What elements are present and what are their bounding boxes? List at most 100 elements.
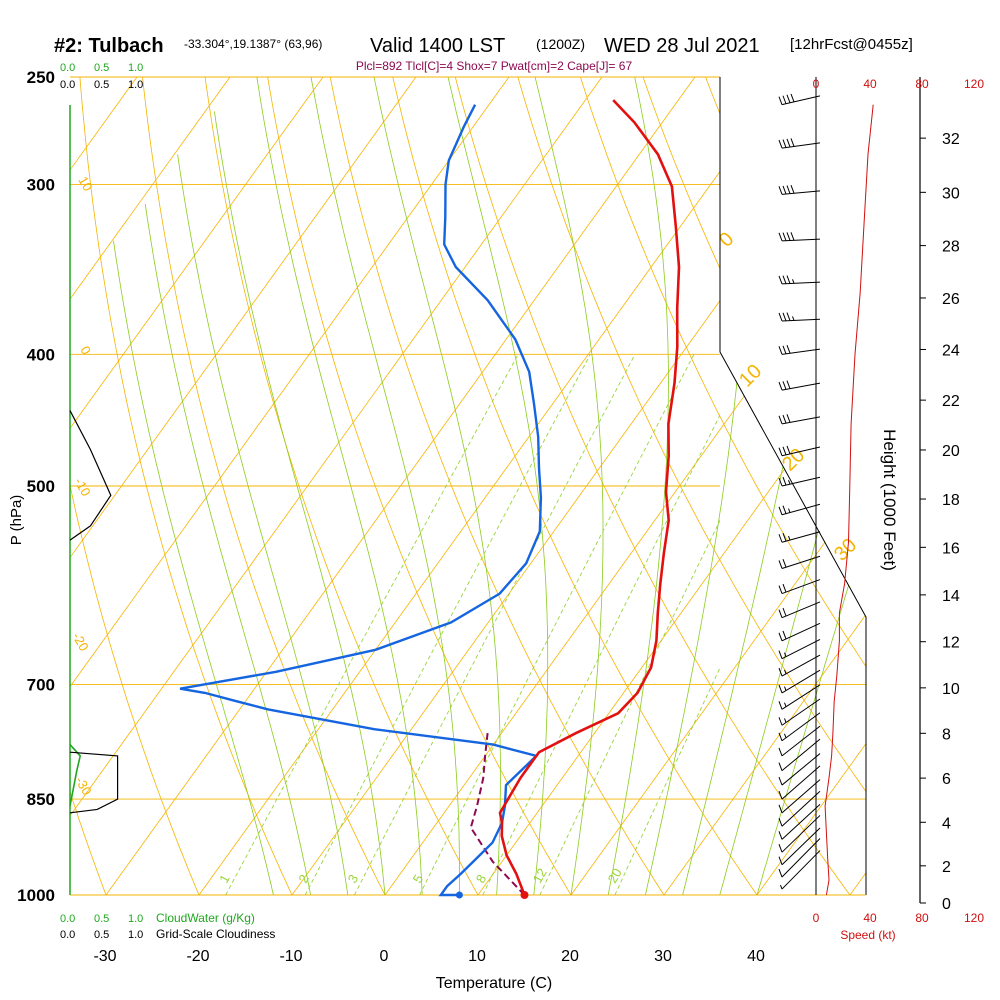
wind-barb-staff	[781, 622, 821, 642]
temperature-tick-label: -20	[186, 948, 209, 965]
wind-barb	[778, 503, 821, 516]
isotherm-line	[477, 77, 866, 895]
wind-barb-flag	[782, 414, 787, 424]
mixing-ratio-line	[225, 354, 519, 895]
station-coords: -33.304°,19.1387° (63,96)	[184, 37, 322, 51]
wind-barb-flag	[778, 747, 783, 757]
pressure-tick-label: 1000	[17, 886, 55, 905]
wind-barb-flag	[786, 185, 791, 194]
wind-barb-staff	[781, 725, 821, 757]
wind-barb-half	[792, 316, 795, 321]
wind-barb-flag	[778, 346, 783, 355]
y-axis-label: P (hPa)	[8, 495, 25, 546]
pressure-tick-label: 300	[27, 176, 55, 195]
wind-barb-staff	[781, 238, 821, 242]
height-tick-label: 18	[942, 492, 960, 509]
moist-adiabat-line	[256, 77, 423, 895]
wind-barb	[778, 185, 821, 195]
wind-barb-half	[792, 279, 795, 284]
x-axis-label: Temperature (C)	[436, 975, 552, 992]
temperature-curve	[498, 99, 681, 896]
wind-barb-flag	[782, 607, 787, 617]
moist-adiabat-line	[607, 77, 669, 895]
surface-dewpoint-marker	[455, 891, 463, 899]
pressure-tick-label: 700	[27, 676, 55, 695]
wind-barb	[778, 712, 821, 742]
dry-adiabat-line	[517, 77, 866, 895]
wind-barb-flag	[778, 275, 783, 285]
dry-adiabat-line	[580, 77, 866, 895]
temperature-tick-label: 30	[654, 948, 672, 965]
wind-barb	[778, 414, 821, 425]
wind-barb-flag	[782, 312, 787, 321]
isotherm-line	[70, 77, 231, 895]
wind-barb-flag	[778, 717, 783, 726]
wind-barb-staff	[781, 753, 821, 786]
bottom-green-scale-2: 1.0	[128, 913, 143, 925]
wind-barb-half	[784, 686, 787, 691]
cloudiness-label: Grid-Scale Cloudiness	[156, 927, 275, 941]
wind-barb-half	[788, 479, 791, 485]
wind-barb-half	[784, 669, 787, 675]
wind-barb	[778, 445, 821, 457]
mixing-ratio-label: 5	[410, 872, 427, 886]
wind-barb-flag	[778, 381, 783, 391]
height-tick-label: 28	[942, 239, 960, 256]
wind-barb	[778, 669, 821, 694]
wind-barb	[778, 275, 821, 285]
wind-barb-flag	[790, 93, 795, 103]
cloud-water-curve	[69, 744, 82, 807]
wind-barb-half	[780, 884, 783, 890]
speed-tick-bottom: 0	[813, 911, 820, 925]
wind-barb-staff	[781, 698, 821, 726]
wind-barb-staff	[781, 684, 821, 710]
adiabat-label-right: 20	[778, 444, 809, 475]
wind-barb	[778, 312, 821, 322]
curve-layer	[69, 99, 681, 899]
wind-barb-staff	[781, 738, 821, 772]
wind-barb-staff	[781, 348, 821, 355]
wind-barb-half	[784, 733, 787, 739]
wind-barb	[778, 753, 821, 786]
wind-barb	[780, 850, 821, 890]
wind-barb	[778, 725, 821, 757]
wind-barb-flag	[778, 790, 783, 800]
speed-tick-top: 80	[915, 77, 929, 91]
wind-barb-flag	[786, 275, 791, 284]
station-title: #2: Tulbach	[54, 35, 164, 57]
surface-temperature-marker	[520, 891, 529, 899]
isotherm-line	[849, 77, 866, 895]
height-tick-label: 30	[942, 185, 960, 202]
wind-barb-half	[788, 535, 791, 541]
wind-barb-flag	[786, 414, 791, 423]
moist-adiabat-line	[447, 77, 549, 895]
wind-barb	[778, 622, 821, 642]
wind-barb-staff	[781, 838, 821, 878]
mixing-ratio-line	[304, 354, 591, 895]
wind-barb	[778, 815, 821, 853]
wind-barb-flag	[778, 96, 783, 105]
wind-barb-flag	[778, 844, 783, 853]
height-axis-label: Height (1000 Feet)	[880, 429, 899, 571]
wind-barb-flag	[778, 232, 783, 241]
wind-barb	[778, 765, 821, 800]
wind-barb-half	[784, 652, 787, 657]
dewpoint-curve	[179, 104, 543, 897]
height-tick-label: 14	[942, 588, 960, 605]
wind-barb	[778, 738, 821, 772]
pressure-tick-label: 250	[27, 68, 55, 87]
wind-barb-flag	[786, 138, 791, 148]
wind-barb-flag	[778, 650, 783, 659]
wind-barb	[778, 345, 821, 355]
wind-barb-flag	[778, 609, 783, 618]
speed-tick-bottom: 80	[915, 911, 929, 925]
dry-adiabat-line	[329, 77, 665, 895]
temperature-tick-label: 20	[561, 948, 579, 965]
dry-adiabat-line	[267, 77, 572, 895]
side-panel-layer: 0246810121416182022242628303200404080801…	[778, 77, 984, 925]
wind-barb-staff	[781, 190, 821, 195]
wind-barb	[778, 601, 821, 619]
plot-right-border	[719, 77, 867, 895]
wind-barb-staff	[781, 95, 821, 106]
